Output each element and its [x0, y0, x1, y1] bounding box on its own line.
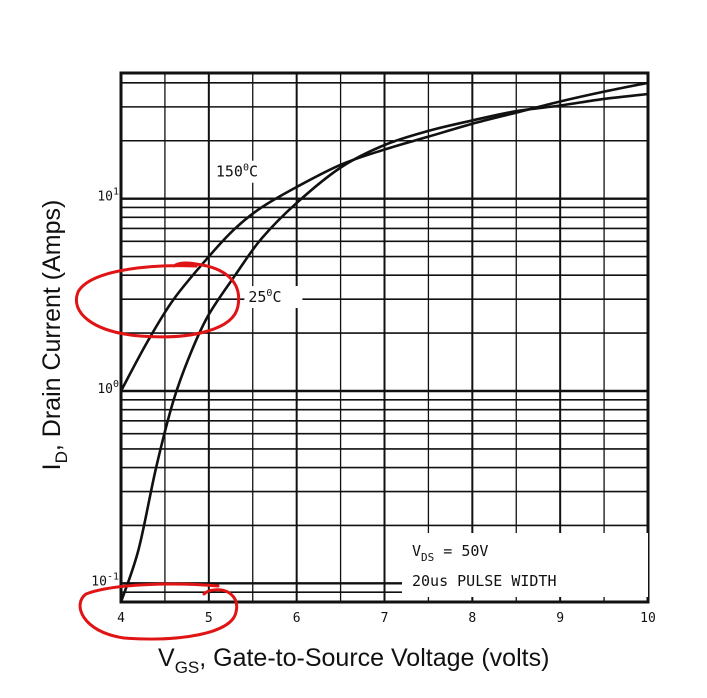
- series-label-25c: 250C: [248, 288, 281, 306]
- annotation-pulse-width: 20us PULSE WIDTH: [412, 572, 557, 590]
- x-axis-title: VGS, Gate-to-Source Voltage (volts): [158, 644, 549, 677]
- curves: [119, 81, 649, 603]
- series-label-background: [211, 160, 270, 183]
- y-tick-label: 10-1: [91, 571, 119, 589]
- highlight-circle-upper: [74, 261, 241, 339]
- series-line-25c: [119, 92, 649, 603]
- x-tick-label: 6: [293, 611, 301, 626]
- x-tick-label: 5: [205, 611, 213, 626]
- x-tick-label: 7: [381, 611, 389, 626]
- x-tick-label: 4: [117, 611, 125, 626]
- y-tick-labels: 10-1 100 101: [91, 187, 119, 590]
- highlight-circle-lower: [78, 582, 239, 641]
- x-tick-label: 9: [556, 611, 564, 626]
- x-tick-label: 10: [640, 611, 656, 626]
- annotation-box: VDS = 50V 20us PULSE WIDTH: [402, 533, 648, 597]
- series-labels: 1500C 250C: [211, 160, 303, 309]
- y-axis-title: ID, Drain Current (Amps): [38, 200, 71, 471]
- plot-frame: [119, 71, 650, 604]
- annotation-vds: VDS = 50V: [412, 542, 488, 564]
- highlight-marks: [74, 261, 241, 641]
- y-tick-label: 101: [97, 187, 119, 205]
- series-line-150c: [119, 81, 649, 392]
- x-tick-labels: 4 5 6 7 8 9 10: [117, 611, 656, 626]
- series-label-background: [244, 286, 303, 309]
- y-tick-label: 100: [97, 379, 119, 397]
- series-label-150c: 1500C: [216, 163, 258, 181]
- x-tick-label: 8: [468, 611, 476, 626]
